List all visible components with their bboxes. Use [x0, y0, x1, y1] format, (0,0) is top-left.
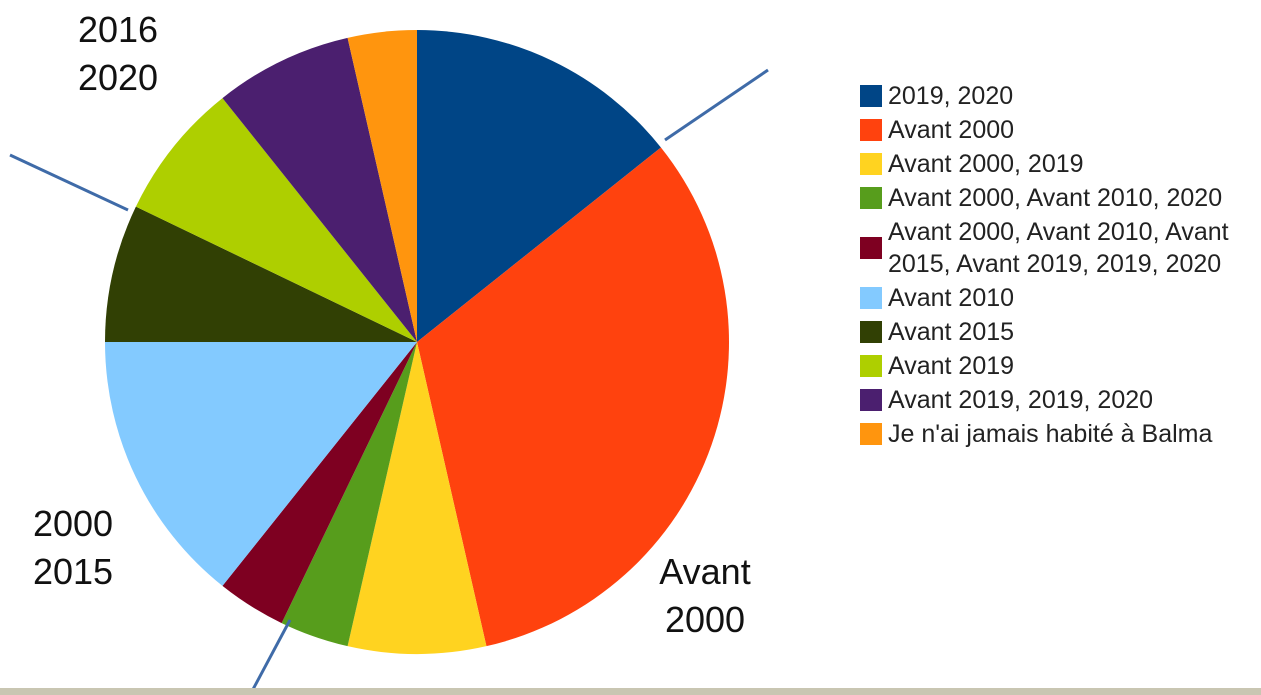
legend-item: Avant 2010 [860, 282, 1255, 314]
legend-label: Avant 2019 [888, 350, 1255, 382]
legend-swatch [860, 85, 882, 107]
legend-swatch [860, 187, 882, 209]
legend-swatch [860, 287, 882, 309]
legend-swatch [860, 237, 882, 259]
legend-swatch [860, 153, 882, 175]
legend-swatch [860, 119, 882, 141]
legend-swatch [860, 321, 882, 343]
legend-label: Avant 2019, 2019, 2020 [888, 384, 1255, 416]
legend-label: Avant 2000, Avant 2010, Avant 2015, Avan… [888, 216, 1255, 280]
legend-item: Je n'ai jamais habité à Balma [860, 418, 1255, 450]
legend-label: Avant 2015 [888, 316, 1255, 348]
legend-item: Avant 2019 [860, 350, 1255, 382]
legend-label: Avant 2010 [888, 282, 1255, 314]
legend-label: 2019, 2020 [888, 80, 1255, 112]
legend-item: Avant 2000, 2019 [860, 148, 1255, 180]
annotation: 2000 2015 [18, 500, 128, 596]
legend-item: Avant 2019, 2019, 2020 [860, 384, 1255, 416]
page: 2016 2020 2000 2015 Avant 2000 2019, 202… [0, 0, 1261, 695]
legend-swatch [860, 355, 882, 377]
legend-label: Je n'ai jamais habité à Balma [888, 418, 1255, 450]
annotation: 2016 2020 [68, 6, 168, 102]
legend-label: Avant 2000, Avant 2010, 2020 [888, 182, 1255, 214]
legend-swatch [860, 389, 882, 411]
callout-line [665, 70, 768, 140]
callout-line [10, 155, 128, 210]
background-strip [0, 688, 1261, 695]
annotation: Avant 2000 [645, 548, 765, 644]
legend-swatch [860, 423, 882, 445]
legend-item: Avant 2000 [860, 114, 1255, 146]
callout-line [250, 620, 290, 695]
pie [105, 30, 729, 654]
legend-label: Avant 2000, 2019 [888, 148, 1255, 180]
legend-item: Avant 2015 [860, 316, 1255, 348]
legend-item: Avant 2000, Avant 2010, Avant 2015, Avan… [860, 216, 1255, 280]
legend-label: Avant 2000 [888, 114, 1255, 146]
legend-item: Avant 2000, Avant 2010, 2020 [860, 182, 1255, 214]
legend-item: 2019, 2020 [860, 80, 1255, 112]
